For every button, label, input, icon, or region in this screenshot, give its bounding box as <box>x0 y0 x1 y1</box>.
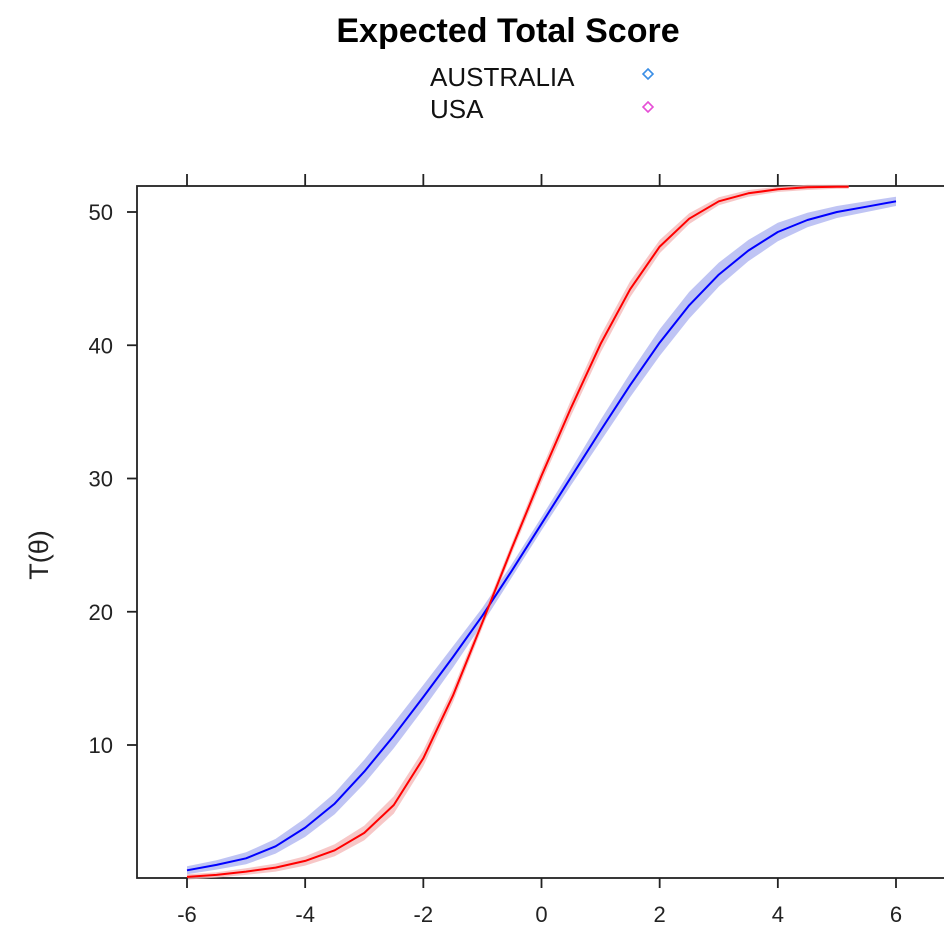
series-line-australia <box>186 200 897 872</box>
y-axis: 10 20 30 40 50 <box>89 200 137 758</box>
x-tick-label: 6 <box>890 902 902 927</box>
series-lines <box>186 185 897 878</box>
x-tick-label: -4 <box>295 902 315 927</box>
legend-label-australia: AUSTRALIA <box>430 62 575 92</box>
x-tick-label: -2 <box>414 902 434 927</box>
confidence-bands <box>187 184 896 880</box>
x-tick-label: 2 <box>654 902 666 927</box>
y-tick-label: 30 <box>89 467 113 492</box>
y-tick-label: 50 <box>89 200 113 225</box>
y-tick-label: 40 <box>89 333 113 358</box>
legend-marker-usa <box>641 100 655 114</box>
plot-frame <box>136 185 944 879</box>
x-tick-label: 0 <box>535 902 547 927</box>
x-axis: -6 -4 -2 0 2 4 6 <box>177 174 902 927</box>
chart-title: Expected Total Score <box>336 12 679 50</box>
y-tick-label: 10 <box>89 733 113 758</box>
series-line-usa <box>186 185 849 878</box>
confidence-band-australia <box>187 196 896 875</box>
x-tick-label: -6 <box>177 902 197 927</box>
y-tick-label: 20 <box>89 600 113 625</box>
y-axis-label: T(θ) <box>24 530 54 580</box>
x-tick-label: 4 <box>772 902 784 927</box>
legend-label-usa: USA <box>430 94 484 124</box>
legend-marker-australia <box>641 67 655 81</box>
legend: AUSTRALIA USA <box>430 62 655 124</box>
